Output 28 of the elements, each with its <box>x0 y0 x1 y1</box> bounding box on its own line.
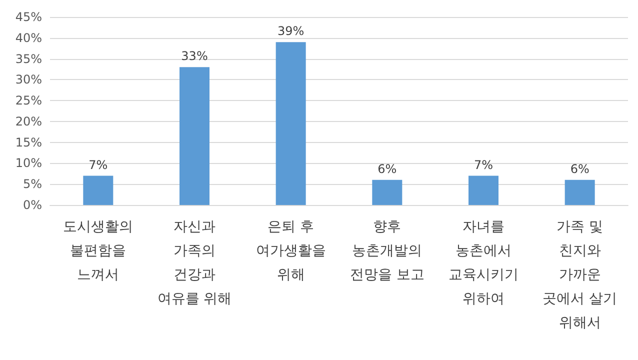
data-label: 7% <box>88 158 108 172</box>
bar <box>83 176 114 205</box>
y-tick-label: 15% <box>15 135 42 150</box>
x-tick-label: 향후 농촌개발의 전망을 보고 <box>350 219 424 283</box>
bar <box>372 180 402 205</box>
data-label: 33% <box>181 49 208 64</box>
data-label: 7% <box>474 158 494 172</box>
x-tick-label: 은퇴 후 여가생활을 위해 <box>256 219 326 283</box>
y-tick-label: 35% <box>15 52 42 66</box>
y-tick-label: 0% <box>22 198 42 212</box>
data-label: 39% <box>277 24 304 38</box>
y-tick-label: 20% <box>15 114 42 128</box>
data-label: 6% <box>378 162 397 176</box>
bar <box>180 67 210 205</box>
y-tick-label: 45% <box>15 10 42 24</box>
data-label: 6% <box>570 162 590 176</box>
y-tick-label: 5% <box>22 177 42 192</box>
x-tick-label: 자녀를 농촌에서 교육시키기 위하여 <box>448 219 518 307</box>
bar <box>564 180 595 205</box>
x-tick-label: 도시생활의 불편함을 느껴서 <box>63 219 134 283</box>
bar <box>468 176 498 205</box>
y-tick-label: 40% <box>15 30 42 45</box>
bar <box>276 42 306 205</box>
x-tick-label: 가족 및 친지와 가까운 곳에서 살기 위해서 <box>542 219 618 331</box>
y-tick-label: 30% <box>15 72 42 87</box>
y-tick-label: 25% <box>15 94 42 108</box>
y-tick-label: 10% <box>15 156 42 170</box>
x-tick-label: 자신과 가족의 건강과 여유를 위해 <box>157 219 232 307</box>
